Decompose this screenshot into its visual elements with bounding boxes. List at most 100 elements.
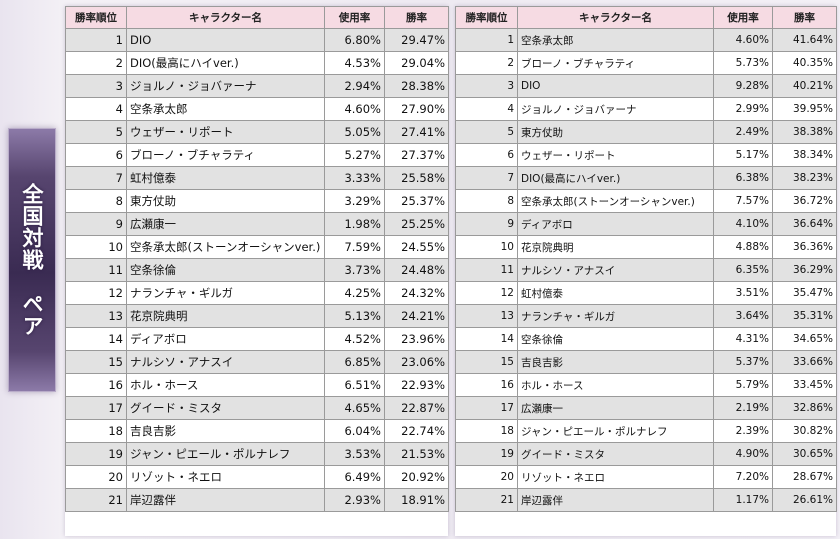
usage-rate-cell: 5.79% [713, 373, 773, 397]
mode-banner: 全国対戦 ペア [8, 128, 56, 392]
table-row: 15 ナルシソ・アナスイ 6.85% 23.06% [65, 350, 449, 374]
rank-cell: 1 [65, 28, 127, 52]
column-header-rank: 勝率順位 [455, 6, 518, 29]
character-name-cell: ジャン・ピエール・ポルナレフ [517, 419, 714, 443]
rank-cell: 9 [65, 212, 127, 236]
character-name-cell: 岸辺露伴 [517, 488, 714, 512]
table-row: 14 空条徐倫 4.31% 34.65% [455, 327, 837, 351]
character-name-cell: 花京院典明 [126, 304, 325, 328]
character-name-cell: 東方仗助 [517, 120, 714, 144]
table-row: 3 DIO 9.28% 40.21% [455, 74, 837, 98]
rank-cell: 14 [65, 327, 127, 351]
table-row: 4 ジョルノ・ジョバァーナ 2.99% 39.95% [455, 97, 837, 121]
usage-rate-cell: 5.17% [713, 143, 773, 167]
character-name-cell: 虹村億泰 [126, 166, 325, 190]
usage-rate-cell: 2.93% [324, 488, 385, 512]
rank-cell: 3 [65, 74, 127, 98]
table-row: 11 空条徐倫 3.73% 24.48% [65, 258, 449, 282]
usage-rate-cell: 3.73% [324, 258, 385, 282]
character-name-cell: 空条承太郎(ストーンオーシャンver.) [126, 235, 325, 259]
rank-cell: 5 [65, 120, 127, 144]
win-rate-cell: 23.96% [384, 327, 449, 351]
win-rate-cell: 27.90% [384, 97, 449, 121]
win-rate-cell: 38.34% [772, 143, 837, 167]
win-rate-cell: 22.74% [384, 419, 449, 443]
character-name-cell: ナランチャ・ギルガ [517, 304, 714, 328]
usage-rate-cell: 6.38% [713, 166, 773, 190]
rank-cell: 13 [455, 304, 518, 328]
usage-rate-cell: 2.49% [713, 120, 773, 144]
usage-rate-cell: 5.27% [324, 143, 385, 167]
rank-cell: 6 [65, 143, 127, 167]
character-name-cell: ウェザー・リポート [517, 143, 714, 167]
win-rate-cell: 33.45% [772, 373, 837, 397]
win-rate-cell: 25.58% [384, 166, 449, 190]
table-row: 16 ホル・ホース 6.51% 22.93% [65, 373, 449, 397]
win-rate-cell: 24.55% [384, 235, 449, 259]
table-row: 9 広瀬康一 1.98% 25.25% [65, 212, 449, 236]
win-rate-cell: 28.67% [772, 465, 837, 489]
usage-rate-cell: 3.29% [324, 189, 385, 213]
character-name-cell: ジョルノ・ジョバァーナ [126, 74, 325, 98]
rank-cell: 20 [455, 465, 518, 489]
rank-cell: 11 [65, 258, 127, 282]
usage-rate-cell: 2.99% [713, 97, 773, 121]
rank-cell: 5 [455, 120, 518, 144]
win-rate-cell: 36.29% [772, 258, 837, 282]
table-row: 20 リゾット・ネエロ 7.20% 28.67% [455, 465, 837, 489]
rank-cell: 18 [65, 419, 127, 443]
usage-rate-cell: 5.37% [713, 350, 773, 374]
character-name-cell: DIO(最高にハイver.) [517, 166, 714, 190]
rank-cell: 10 [65, 235, 127, 259]
win-rate-cell: 36.36% [772, 235, 837, 259]
table-row: 15 吉良吉影 5.37% 33.66% [455, 350, 837, 374]
character-name-cell: ホル・ホース [126, 373, 325, 397]
table-row: 18 ジャン・ピエール・ポルナレフ 2.39% 30.82% [455, 419, 837, 443]
right-ranking-panel: 勝率順位 キャラクター名 使用率 勝率 1 空条承太郎 4.60% 41.64% 2 ブロ… [455, 6, 837, 536]
usage-rate-cell: 6.51% [324, 373, 385, 397]
table-row: 8 空条承太郎(ストーンオーシャンver.) 7.57% 36.72% [455, 189, 837, 213]
table-row: 20 リゾット・ネエロ 6.49% 20.92% [65, 465, 449, 489]
usage-rate-cell: 2.94% [324, 74, 385, 98]
usage-rate-cell: 3.33% [324, 166, 385, 190]
usage-rate-cell: 6.85% [324, 350, 385, 374]
table-row: 2 ブローノ・ブチャラティ 5.73% 40.35% [455, 51, 837, 75]
usage-rate-cell: 3.53% [324, 442, 385, 466]
win-rate-cell: 40.35% [772, 51, 837, 75]
rank-cell: 6 [455, 143, 518, 167]
character-name-cell: DIO [126, 28, 325, 52]
win-rate-cell: 38.38% [772, 120, 837, 144]
rank-cell: 2 [65, 51, 127, 75]
mode-banner-label: 全国対戦 ペア [20, 183, 45, 337]
rank-cell: 12 [455, 281, 518, 305]
table-row: 3 ジョルノ・ジョバァーナ 2.94% 28.38% [65, 74, 449, 98]
win-rate-cell: 26.61% [772, 488, 837, 512]
rank-cell: 1 [455, 28, 518, 52]
left-ranking-table: 勝率順位 キャラクター名 使用率 勝率 1 DIO 6.80% 29.47% 2 DIO(… [65, 6, 449, 512]
character-name-cell: ジョルノ・ジョバァーナ [517, 97, 714, 121]
character-name-cell: 空条徐倫 [126, 258, 325, 282]
usage-rate-cell: 4.31% [713, 327, 773, 351]
table-header-row: 勝率順位 キャラクター名 使用率 勝率 [65, 6, 449, 29]
character-name-cell: 花京院典明 [517, 235, 714, 259]
usage-rate-cell: 2.19% [713, 396, 773, 420]
usage-rate-cell: 6.35% [713, 258, 773, 282]
win-rate-cell: 35.47% [772, 281, 837, 305]
character-name-cell: ディアボロ [126, 327, 325, 351]
usage-rate-cell: 4.60% [713, 28, 773, 52]
character-name-cell: ブローノ・ブチャラティ [517, 51, 714, 75]
win-rate-cell: 30.65% [772, 442, 837, 466]
column-header-usage: 使用率 [713, 6, 773, 29]
rank-cell: 21 [65, 488, 127, 512]
column-header-name: キャラクター名 [517, 6, 714, 29]
table-row: 6 ブローノ・ブチャラティ 5.27% 27.37% [65, 143, 449, 167]
rank-cell: 15 [455, 350, 518, 374]
character-name-cell: ブローノ・ブチャラティ [126, 143, 325, 167]
usage-rate-cell: 1.17% [713, 488, 773, 512]
rank-cell: 12 [65, 281, 127, 305]
character-name-cell: ジャン・ピエール・ポルナレフ [126, 442, 325, 466]
win-rate-cell: 24.21% [384, 304, 449, 328]
table-row: 12 ナランチャ・ギルガ 4.25% 24.32% [65, 281, 449, 305]
win-rate-cell: 27.37% [384, 143, 449, 167]
character-name-cell: 虹村億泰 [517, 281, 714, 305]
